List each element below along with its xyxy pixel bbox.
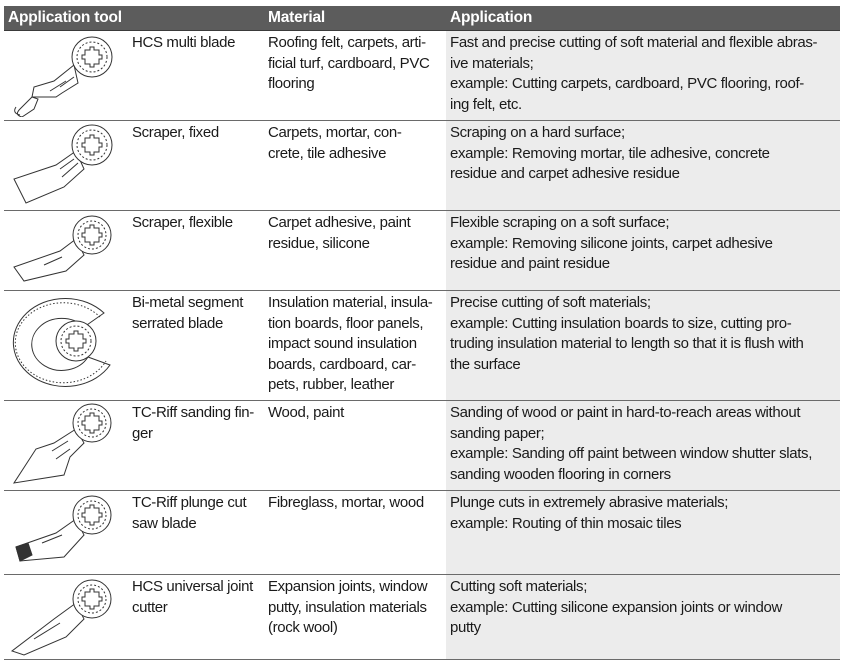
table-row: HCS universal joint cutter Expansion joi… xyxy=(4,574,840,660)
header-material: Material xyxy=(264,6,446,31)
material-line: boards, cardboard, car- xyxy=(268,355,416,373)
sanding-finger-icon xyxy=(4,401,130,487)
material-line: Carpets, mortar, con- xyxy=(268,124,402,141)
application-line: Cutting soft materials; xyxy=(450,578,588,595)
table-row: TC-Riff sanding fin- ger Wood, paint San… xyxy=(4,400,840,491)
tool-name-line: serrated blade xyxy=(132,314,223,332)
material-line: crete, tile adhesive xyxy=(268,144,387,162)
application-line: truding insulation material to length so… xyxy=(450,335,804,352)
application-line: residue and carpet adhesive residue xyxy=(450,165,680,182)
application-line: residue and paint residue xyxy=(450,255,610,272)
header-application: Application xyxy=(446,6,840,31)
table-row: HCS multi blade Roofing felt, carpets, a… xyxy=(4,30,840,121)
application-line: example: Cutting silicone expansion join… xyxy=(450,598,782,616)
application-line: Fast and precise cutting of soft materia… xyxy=(450,34,818,51)
tool-name-line: Scraper, fixed xyxy=(132,124,219,141)
application-line: example: Removing silicone joints, carpe… xyxy=(450,234,773,252)
material-line: (rock wool) xyxy=(268,619,338,636)
joint-cutter-icon xyxy=(4,575,130,657)
material-line: pets, rubber, leather xyxy=(268,376,395,393)
material-line: Roofing felt, carpets, arti- xyxy=(268,34,426,51)
application-line: Scraping on a hard surface; xyxy=(450,124,625,141)
application-line: ing felt, etc. xyxy=(450,95,522,113)
material-line: flooring xyxy=(268,75,315,92)
hcs-multi-blade-icon xyxy=(4,31,130,117)
material-line: residue, silicone xyxy=(268,234,370,252)
tool-name-line: HCS universal joint xyxy=(132,578,253,595)
application-line: Precise cutting of soft materials; xyxy=(450,294,651,311)
tool-name-line: Scraper, flexible xyxy=(132,214,233,231)
material-line: Wood, paint xyxy=(268,404,344,421)
scraper-fixed-icon xyxy=(4,121,130,207)
material-line: Carpet adhesive, paint xyxy=(268,214,411,231)
table-row: TC-Riff plunge cut saw blade Fibreglass,… xyxy=(4,490,840,575)
header-application-tool: Application tool xyxy=(4,6,264,31)
application-line: Flexible scraping on a soft surface; xyxy=(450,214,670,231)
tool-name-line: Bi-metal segment xyxy=(132,294,244,311)
tool-name-line: cutter xyxy=(132,598,168,616)
application-line: example: Sanding off paint between windo… xyxy=(450,445,813,462)
tool-name-line: TC-Riff plunge cut xyxy=(132,494,247,511)
plunge-cut-blade-icon xyxy=(4,491,130,571)
scraper-flexible-icon xyxy=(4,211,130,287)
application-line: putty xyxy=(450,619,481,636)
table-row: Scraper, flexible Carpet adhesive, paint… xyxy=(4,210,840,291)
material-line: Insulation material, insula- xyxy=(268,294,433,311)
application-line: example: Routing of thin mosaic tiles xyxy=(450,514,682,532)
material-line: ficial turf, cardboard, PVC xyxy=(268,54,430,72)
tool-name-line: TC-Riff sanding fin- xyxy=(132,404,254,421)
table-header-row: Application tool Material Application xyxy=(4,6,840,31)
application-line: example: Cutting insulation boards to si… xyxy=(450,314,792,332)
segment-blade-icon xyxy=(4,291,130,397)
application-line: example: Removing mortar, tile adhesive,… xyxy=(450,144,770,162)
application-line: the surface xyxy=(450,355,521,373)
application-line: example: Cutting carpets, cardboard, PVC… xyxy=(450,75,804,92)
application-line: Plunge cuts in extremely abrasive materi… xyxy=(450,494,729,511)
tool-name-line: HCS multi blade xyxy=(132,34,236,51)
material-line: Expansion joints, window xyxy=(268,578,428,595)
material-line: putty, insulation materials xyxy=(268,598,427,616)
application-line: Sanding of wood or paint in hard-to-reac… xyxy=(450,404,801,421)
application-line: sanding paper; xyxy=(450,424,545,442)
application-line: ive materials; xyxy=(450,54,534,72)
application-tools-table: Application tool Material Application xyxy=(4,6,840,660)
application-line: sanding wooden flooring in corners xyxy=(450,465,671,483)
table-row: Bi-metal segment serrated blade Insulati… xyxy=(4,290,840,401)
material-line: tion boards, floor panels, xyxy=(268,314,424,332)
table-row: Scraper, fixed Carpets, mortar, con- cre… xyxy=(4,120,840,211)
material-line: Fibreglass, mortar, wood xyxy=(268,494,424,511)
material-line: impact sound insulation xyxy=(268,335,417,352)
tool-name-line: ger xyxy=(132,424,153,442)
tool-name-line: saw blade xyxy=(132,514,197,532)
